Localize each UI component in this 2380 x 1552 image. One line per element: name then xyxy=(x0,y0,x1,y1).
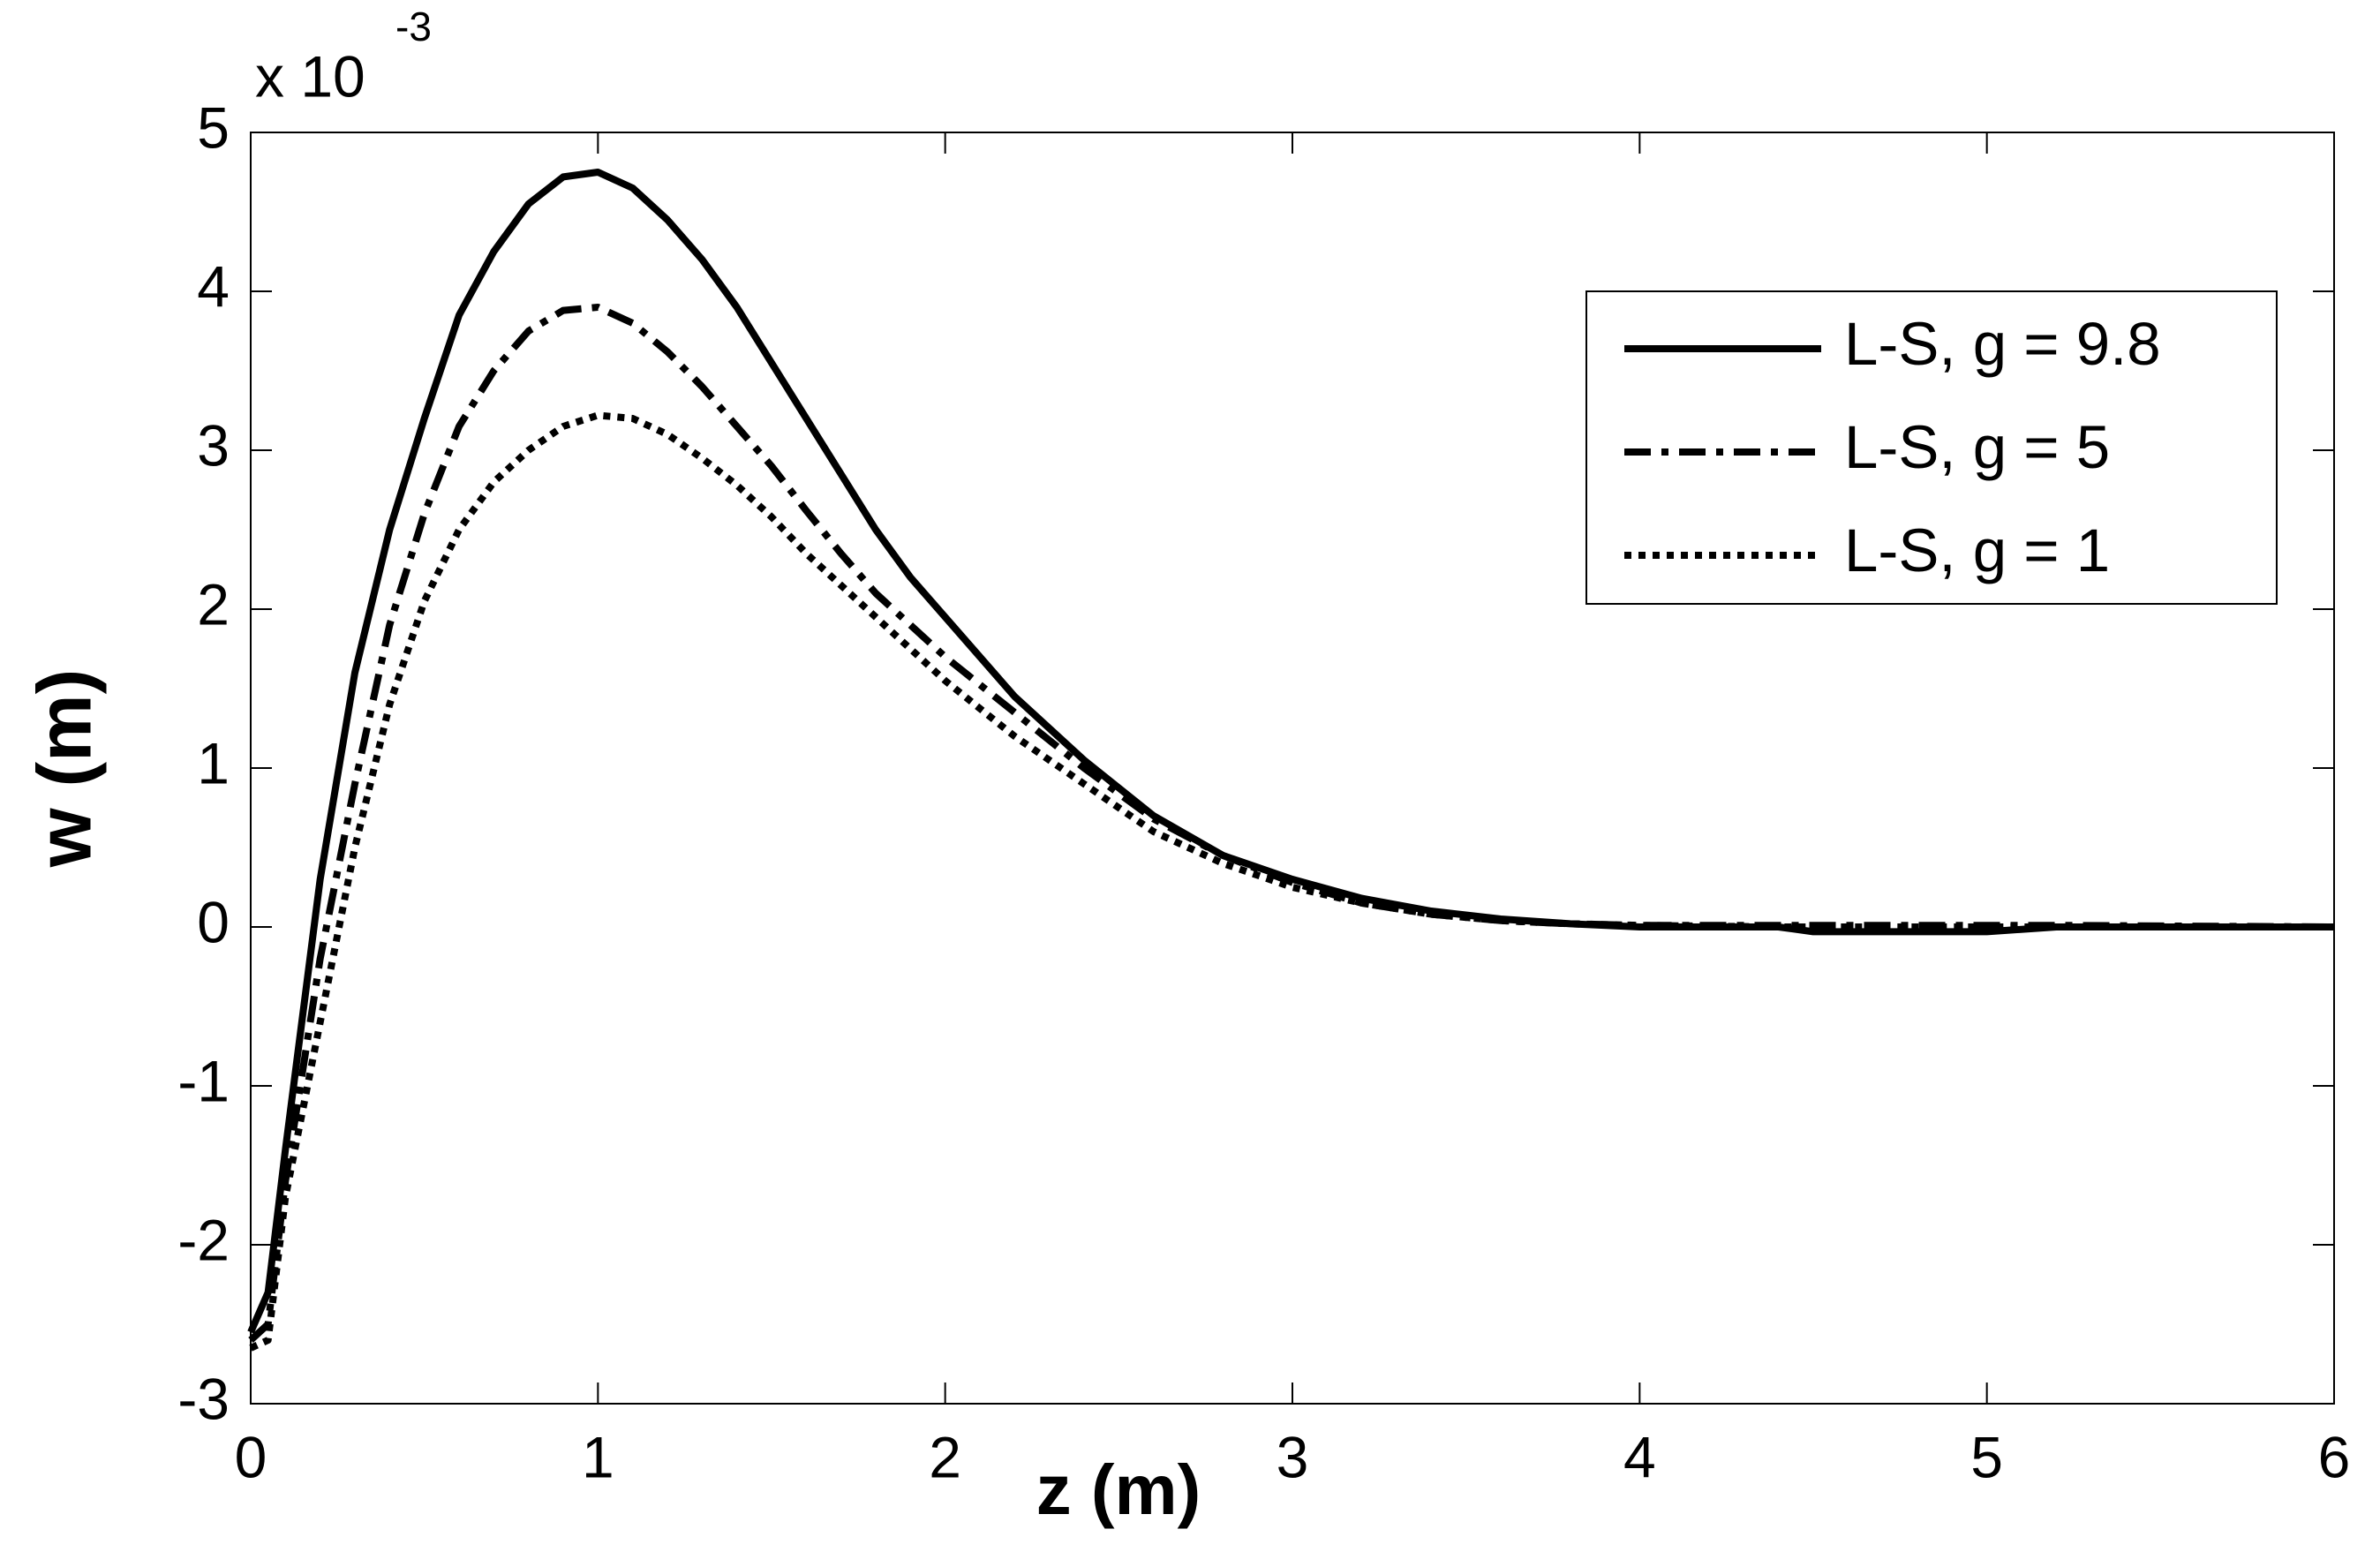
y-tick-label: 5 xyxy=(197,94,230,160)
series-line xyxy=(249,411,2334,1352)
y-tick-label: 2 xyxy=(197,571,230,637)
y-tick-label: -2 xyxy=(177,1207,230,1272)
x-axis-label: z (m) xyxy=(1036,1450,1201,1529)
legend-label: L-S, g = 9.8 xyxy=(1844,310,2161,378)
x-tick-label: 4 xyxy=(1623,1424,1656,1489)
y-tick-label: 1 xyxy=(197,730,230,795)
x-tick-label: 6 xyxy=(2318,1424,2351,1489)
legend-label: L-S, g = 5 xyxy=(1844,413,2110,481)
y-axis-label: w (m) xyxy=(23,669,108,869)
x-tick-label: 3 xyxy=(1277,1424,1309,1489)
y-multiplier-exponent: -3 xyxy=(395,4,432,49)
x-tick-label: 0 xyxy=(235,1424,267,1489)
y-multiplier: x 10 xyxy=(255,43,365,109)
x-tick-label: 5 xyxy=(1970,1424,2003,1489)
y-tick-label: 4 xyxy=(197,253,230,319)
x-tick-label: 2 xyxy=(929,1424,961,1489)
y-tick-label: -3 xyxy=(177,1366,230,1431)
y-tick-label: 3 xyxy=(197,412,230,478)
y-tick-label: 0 xyxy=(197,889,230,954)
series-line xyxy=(248,304,2335,1343)
x-tick-label: 1 xyxy=(582,1424,614,1489)
y-tick-label: -1 xyxy=(177,1048,230,1113)
series-line xyxy=(247,169,2334,1334)
legend-label: L-S, g = 1 xyxy=(1844,516,2110,584)
